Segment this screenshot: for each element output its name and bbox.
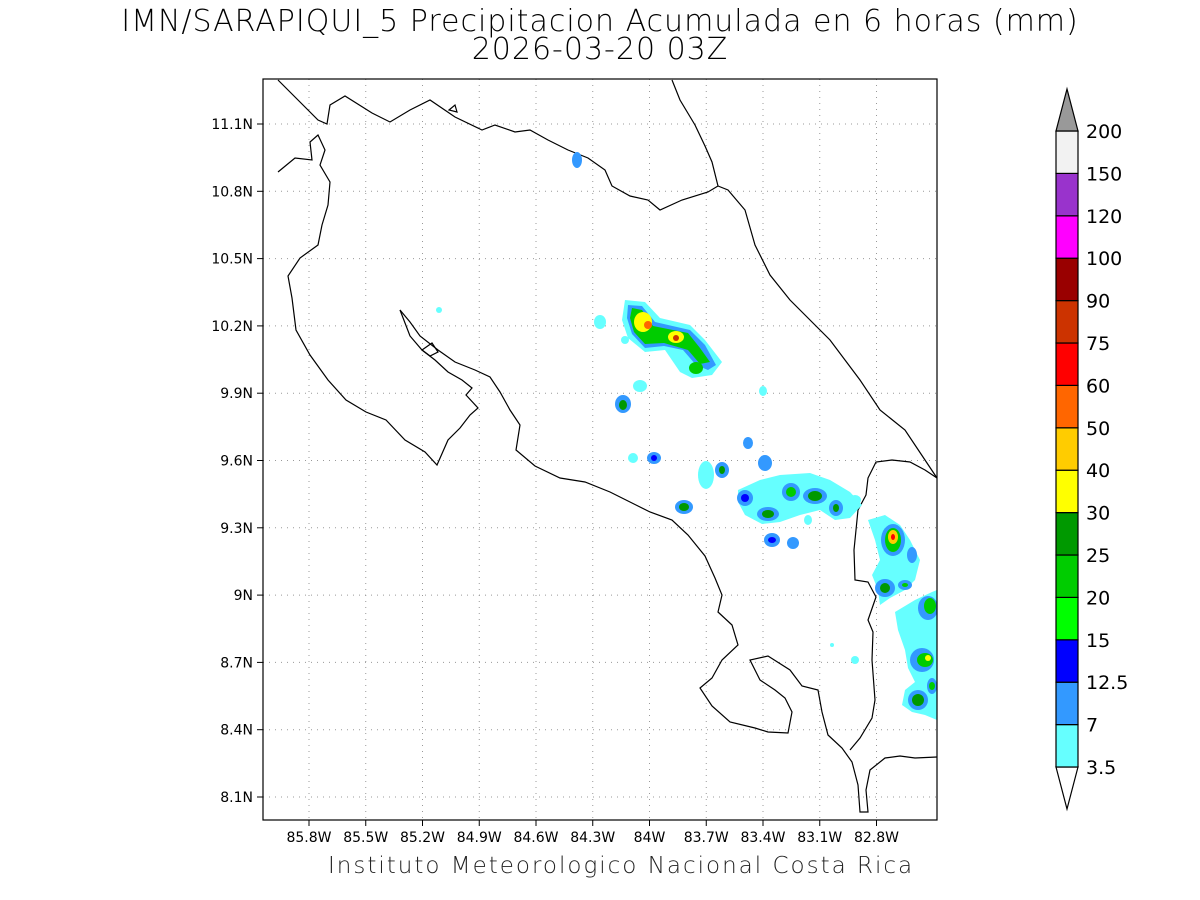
lon-tick-label: 82.8W bbox=[854, 830, 899, 846]
colorbar-swatch bbox=[1055, 723, 1079, 768]
colorbar-label: 3.5 bbox=[1086, 757, 1116, 779]
colorbar-label: 50 bbox=[1086, 418, 1110, 440]
lon-tick-label: 85.5W bbox=[343, 830, 388, 846]
map-grid: 85.8W 85.5W 85.2W 84.9W 84.6W 84.3W 84W 83.7W 83… bbox=[211, 79, 937, 846]
colorbar-swatch bbox=[1055, 554, 1079, 599]
colorbar-swatch bbox=[1055, 511, 1079, 556]
lat-tick-label: 9.3N bbox=[220, 521, 253, 537]
colorbar-label: 15 bbox=[1086, 630, 1110, 652]
lat-tick-label: 10.2N bbox=[211, 319, 253, 335]
colorbar-swatch bbox=[1055, 342, 1079, 387]
precipitation-cells bbox=[436, 152, 937, 720]
colorbar-swatch bbox=[1055, 172, 1079, 217]
colorbar-label: 60 bbox=[1086, 375, 1110, 397]
lat-tick-label: 9.9N bbox=[220, 386, 253, 402]
rain-cell bbox=[737, 473, 862, 549]
rain-cell bbox=[868, 515, 920, 605]
colorbar-swatch bbox=[1055, 300, 1079, 344]
lat-tick-label: 11.1N bbox=[211, 117, 253, 133]
lon-tick-label: 85.2W bbox=[400, 830, 445, 846]
lon-tick-label: 84W bbox=[634, 830, 666, 846]
lat-tick-label: 9N bbox=[234, 588, 253, 604]
rain-cell bbox=[628, 437, 772, 514]
colorbar-label: 20 bbox=[1086, 587, 1110, 609]
colorbar-swatch bbox=[1055, 469, 1079, 514]
colorbar-label: 90 bbox=[1086, 291, 1110, 313]
colorbar-label: 12.5 bbox=[1086, 672, 1128, 694]
lat-tick-label: 8.7N bbox=[220, 655, 253, 671]
colorbar-swatch bbox=[1055, 384, 1079, 429]
lat-tick-label: 9.6N bbox=[220, 454, 253, 470]
colorbar-under-arrow bbox=[1055, 766, 1079, 812]
lat-tick-label: 8.4N bbox=[220, 723, 253, 739]
colorbar-swatch bbox=[1055, 596, 1079, 641]
lat-tick-label: 10.8N bbox=[211, 184, 253, 200]
rain-cell bbox=[622, 300, 722, 378]
lon-tick-label: 83.7W bbox=[684, 830, 729, 846]
colorbar-swatch bbox=[1055, 130, 1079, 175]
colorbar: 3.5 7 12.5 15 20 25 30 40 50 60 75 90 100 120 150 200 bbox=[1055, 86, 1128, 812]
colorbar-label: 75 bbox=[1086, 333, 1110, 355]
lat-tick-label: 8.1N bbox=[220, 790, 253, 806]
lon-tick-label: 84.3W bbox=[570, 830, 615, 846]
lon-tick-label: 84.9W bbox=[457, 830, 502, 846]
colorbar-label: 30 bbox=[1086, 503, 1110, 525]
lon-tick-label: 85.8W bbox=[286, 830, 331, 846]
lat-tick-label: 10.5N bbox=[211, 252, 253, 268]
colorbar-label: 7 bbox=[1086, 715, 1098, 737]
plot-frame bbox=[262, 78, 938, 821]
colorbar-over-arrow bbox=[1055, 86, 1079, 132]
colorbar-swatch bbox=[1055, 681, 1079, 726]
colorbar-swatch bbox=[1055, 215, 1079, 259]
map-datetime: 2026-03-20 03Z bbox=[471, 32, 729, 67]
colorbar-label: 25 bbox=[1086, 545, 1110, 567]
colorbar-label: 120 bbox=[1086, 206, 1122, 228]
colorbar-swatch bbox=[1055, 427, 1079, 471]
colorbar-swatch bbox=[1055, 257, 1079, 302]
rain-cell bbox=[830, 590, 937, 720]
credit-line: Instituto Meteorologico Nacional Costa R… bbox=[328, 853, 915, 879]
rain-cell bbox=[436, 152, 767, 413]
colorbar-swatch bbox=[1055, 639, 1079, 683]
colorbar-label: 200 bbox=[1086, 121, 1122, 143]
colorbar-label: 40 bbox=[1086, 460, 1110, 482]
map-title: IMN/SARAPIQUI_5 Precipitacion Acumulada … bbox=[121, 4, 1079, 39]
coastline bbox=[277, 79, 937, 813]
colorbar-label: 100 bbox=[1086, 248, 1122, 270]
colorbar-label: 150 bbox=[1086, 163, 1122, 185]
lon-tick-label: 83.1W bbox=[797, 830, 842, 846]
lon-tick-label: 84.6W bbox=[513, 830, 558, 846]
lon-tick-label: 83.4W bbox=[740, 830, 785, 846]
